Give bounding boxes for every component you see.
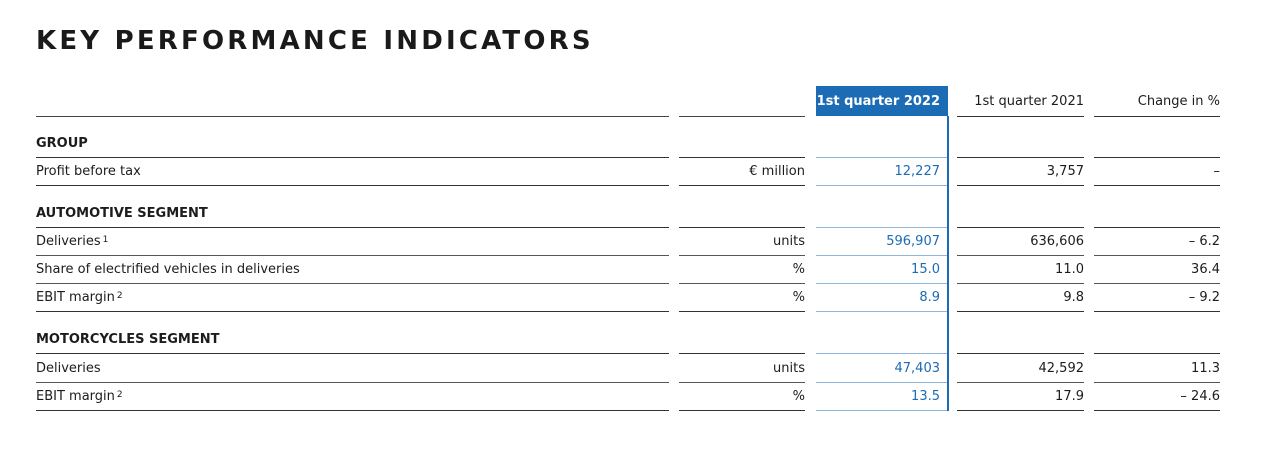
row-unit: % [679,284,805,312]
footnote-marker: 2 [116,389,123,400]
row-value-change: – 24.6 [1094,383,1220,411]
row-label-text: Deliveries [36,361,101,376]
row-value-q1-2021: 17.9 [957,383,1084,411]
section-spacer [816,200,948,228]
header-unit-cell [679,86,805,117]
row-value-q1-2022: 8.9 [816,284,948,312]
section-heading-motorcycles: MOTORCYCLES SEGMENT [36,326,669,354]
section-spacer [679,326,805,354]
row-value-q1-2022: 47,403 [816,355,948,383]
row-value-q1-2021: 3,757 [957,158,1084,186]
row-label-ebit-margin: EBIT margin 2 [36,284,669,312]
row-label-text: Deliveries [36,234,101,249]
footnote-marker: 1 [102,234,109,245]
row-value-q1-2022: 15.0 [816,256,948,284]
header-label-cell [36,86,669,117]
row-value-q1-2022: 13.5 [816,383,948,411]
page-title: KEY PERFORMANCE INDICATORS [36,26,594,56]
section-spacer [679,130,805,158]
row-label-ebit-margin: EBIT margin 2 [36,383,669,411]
highlight-column-border [947,116,949,411]
section-spacer [816,326,948,354]
row-value-q1-2022: 596,907 [816,228,948,256]
section-spacer [1094,326,1220,354]
column-header-q1-2022: 1st quarter 2022 [816,86,948,116]
section-spacer [957,200,1084,228]
row-value-q1-2021: 11.0 [957,256,1084,284]
row-label-text: Share of electrified vehicles in deliver… [36,262,300,277]
footnote-marker: 2 [116,290,123,301]
row-label-share-electrified: Share of electrified vehicles in deliver… [36,256,669,284]
row-label-deliveries: Deliveries [36,355,669,383]
row-value-change: – 9.2 [1094,284,1220,312]
row-unit: € million [679,158,805,186]
section-spacer [1094,200,1220,228]
row-label-deliveries: Deliveries 1 [36,228,669,256]
section-heading-automotive: AUTOMOTIVE SEGMENT [36,200,669,228]
row-value-q1-2021: 42,592 [957,355,1084,383]
row-label-profit-before-tax: Profit before tax [36,158,669,186]
row-value-change: 11.3 [1094,355,1220,383]
row-value-q1-2021: 9.8 [957,284,1084,312]
section-spacer [816,130,948,158]
row-label-text: EBIT margin [36,389,115,404]
section-spacer [679,200,805,228]
row-label-text: EBIT margin [36,290,115,305]
row-value-q1-2022: 12,227 [816,158,948,186]
row-label-text: Profit before tax [36,164,141,179]
column-header-change: Change in % [1094,86,1220,117]
row-value-change: 36.4 [1094,256,1220,284]
section-heading-group: GROUP [36,130,669,158]
section-spacer [1094,130,1220,158]
row-value-q1-2021: 636,606 [957,228,1084,256]
row-unit: units [679,228,805,256]
section-spacer [957,326,1084,354]
column-header-q1-2021: 1st quarter 2021 [957,86,1084,117]
row-value-change: – [1094,158,1220,186]
section-spacer [957,130,1084,158]
row-unit: % [679,256,805,284]
row-unit: units [679,355,805,383]
row-unit: % [679,383,805,411]
row-value-change: – 6.2 [1094,228,1220,256]
